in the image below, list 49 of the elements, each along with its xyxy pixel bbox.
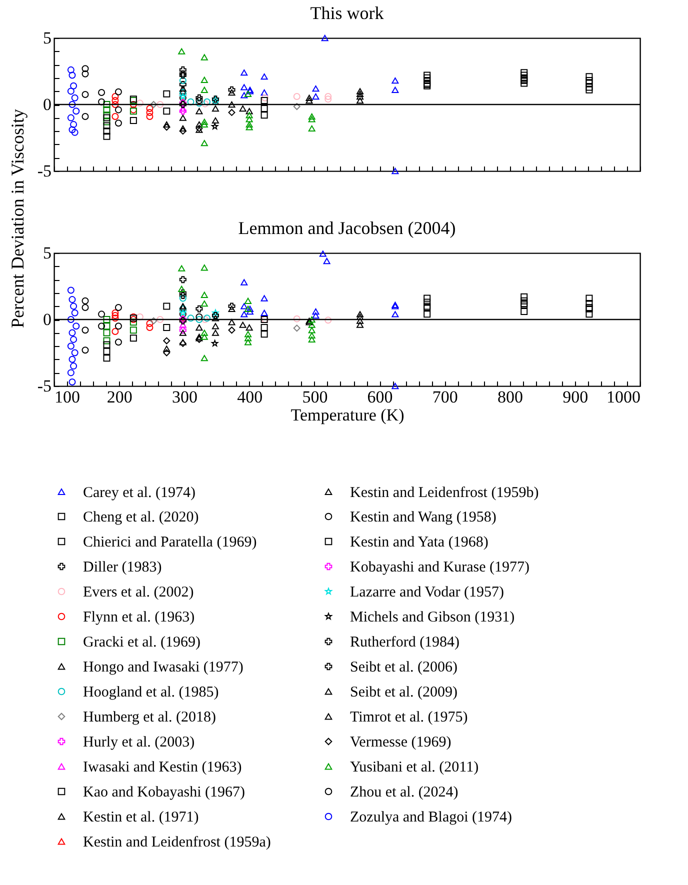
legend-label: Chierici and Paratella (1969) xyxy=(83,534,257,550)
legend-label: Kestin and Yata (1968) xyxy=(350,534,488,550)
legend-label: Michels and Gibson (1931) xyxy=(350,610,515,626)
legend-label: Hurly et al. (2003) xyxy=(83,734,195,750)
legend-label: Kestin et al. (1971) xyxy=(83,810,199,826)
legend-label: Humberg et al. (2018) xyxy=(83,710,216,726)
x-axis-title: Temperature (K) xyxy=(290,406,404,424)
legend-label: Flynn et al. (1963) xyxy=(83,610,195,626)
legend-label: Evers et al. (2002) xyxy=(83,584,194,600)
legend-label: Hoogland et al. (1985) xyxy=(83,684,219,700)
legend-label: Seibt et al. (2009) xyxy=(350,684,458,700)
legend-label: Seibt et al. (2006) xyxy=(350,660,458,676)
legend-label: Iwasaki and Kestin (1963) xyxy=(83,760,242,776)
legend-label: Rutherford (1984) xyxy=(350,634,460,650)
legend-label: Carey et al. (1974) xyxy=(83,484,196,501)
legend-label: Gracki et al. (1969) xyxy=(83,634,200,650)
y-tick-label: 5 xyxy=(43,28,52,48)
legend-label: Vermesse (1969) xyxy=(350,734,452,750)
x-tick-label: 500 xyxy=(302,388,328,406)
legend-label: Timrot et al. (1975) xyxy=(350,710,468,726)
legend-label: Hongo and Iwasaki (1977) xyxy=(83,660,244,676)
x-tick-label: 1000 xyxy=(606,388,640,406)
legend-label: Lazarre and Vodar (1957) xyxy=(350,584,504,600)
y-tick-label: 5 xyxy=(43,244,52,262)
chart-title: This work xyxy=(310,3,384,23)
legend-label: Cheng et al. (2020) xyxy=(83,510,199,526)
y-tick-label: -5 xyxy=(37,376,52,396)
legend-label: Kestin and Leidenfrost (1959b) xyxy=(350,484,539,501)
legend-label: Kestin and Leidenfrost (1959a) xyxy=(83,834,271,850)
legend-label: Kobayashi and Kurase (1977) xyxy=(350,560,530,576)
chart-title: Lemmon and Jacobsen (2004) xyxy=(238,218,456,238)
y-tick-label: 0 xyxy=(43,310,52,329)
x-tick-label: 400 xyxy=(237,388,263,406)
y-axis-title: Percent Deviation in Viscosity xyxy=(7,108,28,328)
x-tick-label: 100 xyxy=(54,388,80,406)
y-tick-label: 0 xyxy=(43,95,52,114)
legend-label: Diller (1983) xyxy=(83,560,162,576)
legend-label: Kao and Kobayashi (1967) xyxy=(83,784,246,800)
x-tick-label: 700 xyxy=(432,388,458,406)
x-tick-label: 200 xyxy=(106,388,132,406)
legend-label: Zozulya and Blagoi (1974) xyxy=(350,810,512,826)
legend-label: Kestin and Wang (1958) xyxy=(350,510,496,526)
y-tick-label: -5 xyxy=(37,162,52,180)
x-tick-label: 800 xyxy=(498,388,524,406)
x-tick-label: 600 xyxy=(367,388,393,406)
x-tick-label: 900 xyxy=(562,388,588,406)
legend-label: Zhou et al. (2024) xyxy=(350,784,458,800)
x-tick-label: 300 xyxy=(172,388,198,406)
legend-label: Yusibani et al. (2011) xyxy=(350,760,479,776)
